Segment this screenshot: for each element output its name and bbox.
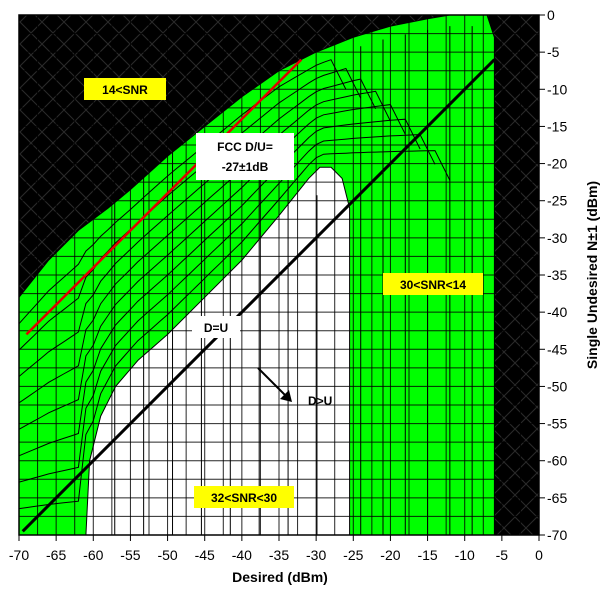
y-tick-label: -25 <box>547 193 567 209</box>
label-fcc: FCC D/U= -27±1dB <box>196 133 294 180</box>
x-tick-label: -50 <box>157 547 177 563</box>
fcc-du-line <box>25 58 303 336</box>
label-fcc-line1: FCC D/U= <box>217 140 273 154</box>
x-axis-label: Desired (dBm) <box>232 569 328 585</box>
label-snr-black: 14<SNR <box>84 78 166 100</box>
hatch-line <box>0 15 5 535</box>
y-tick-label: -60 <box>547 453 567 469</box>
label-snr-white-text: 32<SNR<30 <box>211 491 277 505</box>
y-tick-label: -40 <box>547 304 567 320</box>
hatch-line <box>19 15 182 178</box>
hatch-line <box>19 15 248 244</box>
y-tick-label: -65 <box>547 490 567 506</box>
contour-line <box>19 78 377 377</box>
label-snr-black-text: 14<SNR <box>102 83 148 97</box>
x-tick-label: -10 <box>455 547 475 563</box>
hatch-line <box>19 15 160 156</box>
x-tick-label: 0 <box>535 547 543 563</box>
y-tick-label: -30 <box>547 230 567 246</box>
hatch-line <box>408 15 539 146</box>
y-tick-label: -35 <box>547 267 567 283</box>
hatch-line <box>430 426 539 535</box>
contour-line <box>19 59 347 325</box>
y-tick-label: -20 <box>547 156 567 172</box>
x-tick-label: -20 <box>380 547 400 563</box>
y-tick-label: -70 <box>547 527 567 543</box>
x-tick-label: -70 <box>9 547 29 563</box>
y-tick-label: -55 <box>547 416 567 432</box>
y-axis-label: Single Undesired N±1 (dBm) <box>584 181 600 369</box>
contour-line <box>19 118 421 457</box>
hatch-line <box>19 15 204 200</box>
label-snr-white: 32<SNR<30 <box>194 486 294 508</box>
hatch-line <box>19 15 226 222</box>
hatch-line <box>19 15 116 112</box>
y-tick-label: -15 <box>547 118 567 134</box>
y-tick-label: -5 <box>547 44 560 60</box>
x-tick-label: -35 <box>269 547 289 563</box>
label-d-eq-u: D=U <box>192 316 240 338</box>
x-tick-label: -60 <box>83 547 103 563</box>
hatch-line <box>19 15 270 266</box>
label-fcc-line2: -27±1dB <box>222 160 269 174</box>
x-axis-ticks: -70 -65 -60 -55 -50 -45 -40 -35 -30 -25 -20 -15 -10-… <box>9 535 543 563</box>
x-tick-label: -5 <box>496 547 509 563</box>
y-tick-label: 0 <box>547 7 555 23</box>
x-tick-label: -15 <box>417 547 437 563</box>
x-tick-label: -40 <box>232 547 252 563</box>
x-tick-label: -30 <box>306 547 326 563</box>
x-tick-label: -25 <box>343 547 363 563</box>
hatch-line <box>408 404 539 535</box>
x-tick-label: -65 <box>46 547 66 563</box>
y-axis-ticks: -70-65-60-55-50-45-40-35-30-25-20-15-10-… <box>539 7 567 543</box>
label-snr-green-text: 30<SNR<14 <box>400 278 466 292</box>
x-tick-label: -55 <box>120 547 140 563</box>
label-snr-green: 30<SNR<14 <box>383 273 483 295</box>
y-tick-label: -50 <box>547 378 567 394</box>
hatch-line <box>430 15 539 124</box>
hatch-line <box>19 15 138 134</box>
y-tick-label: -10 <box>547 81 567 97</box>
x-tick-label: -45 <box>195 547 215 563</box>
y-tick-label: -45 <box>547 341 567 357</box>
hatch-line <box>0 15 5 535</box>
label-d-eq-u-text: D=U <box>204 321 228 335</box>
d-greater-u-arrow <box>257 367 292 402</box>
label-d-gt-u: D>U <box>308 394 332 408</box>
d-equals-u-line <box>21 58 496 533</box>
